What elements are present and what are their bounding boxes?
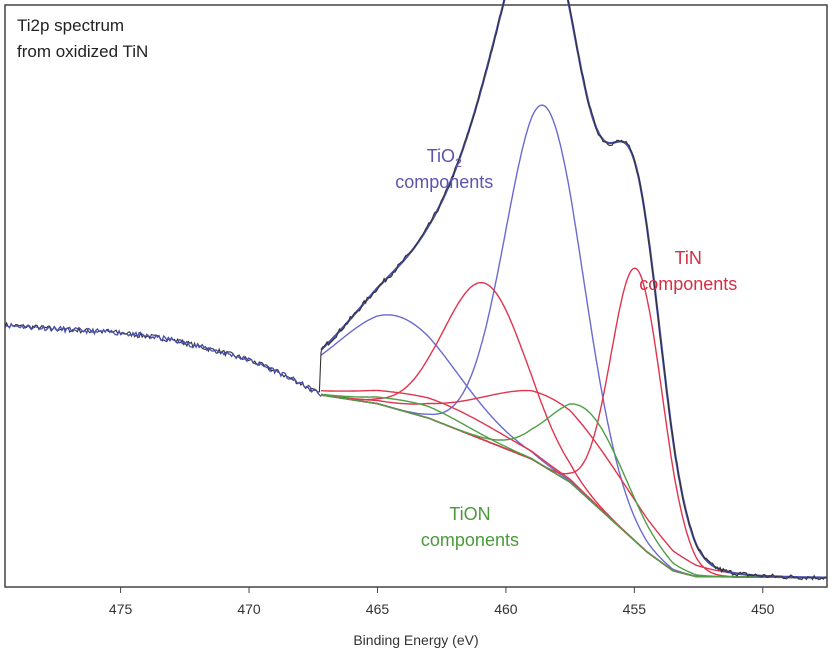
annotation-tion-title: TiON xyxy=(449,504,490,524)
chart-title-line-1: Ti2p spectrum xyxy=(17,16,124,35)
x-tick-label-470: 470 xyxy=(237,601,261,617)
x-axis: 475 470 465 460 455 450 xyxy=(109,587,775,617)
x-tick-label-455: 455 xyxy=(623,601,647,617)
annotation-tio2-subtitle: components xyxy=(395,172,493,192)
annotation-tin-title: TiN xyxy=(675,248,702,268)
annotation-tion-subtitle: components xyxy=(421,530,519,550)
component-peak-tion-7 xyxy=(320,393,827,579)
raw-spectrum-pre-edge xyxy=(4,322,322,398)
plot-area xyxy=(4,4,828,588)
x-axis-label: Binding Energy (eV) xyxy=(353,632,478,648)
chart-title-line-2: from oxidized TiN xyxy=(17,42,148,61)
curves-layer xyxy=(4,0,827,581)
x-tick-label-450: 450 xyxy=(751,601,775,617)
annotations: TiO2componentsTiNcomponentsTiONcomponent… xyxy=(395,146,737,550)
x-tick-label-460: 460 xyxy=(494,601,518,617)
x-tick-label-475: 475 xyxy=(109,601,133,617)
annotation-tin-subtitle: components xyxy=(639,274,737,294)
x-tick-label-465: 465 xyxy=(366,601,390,617)
raw-spectrum xyxy=(4,0,827,581)
